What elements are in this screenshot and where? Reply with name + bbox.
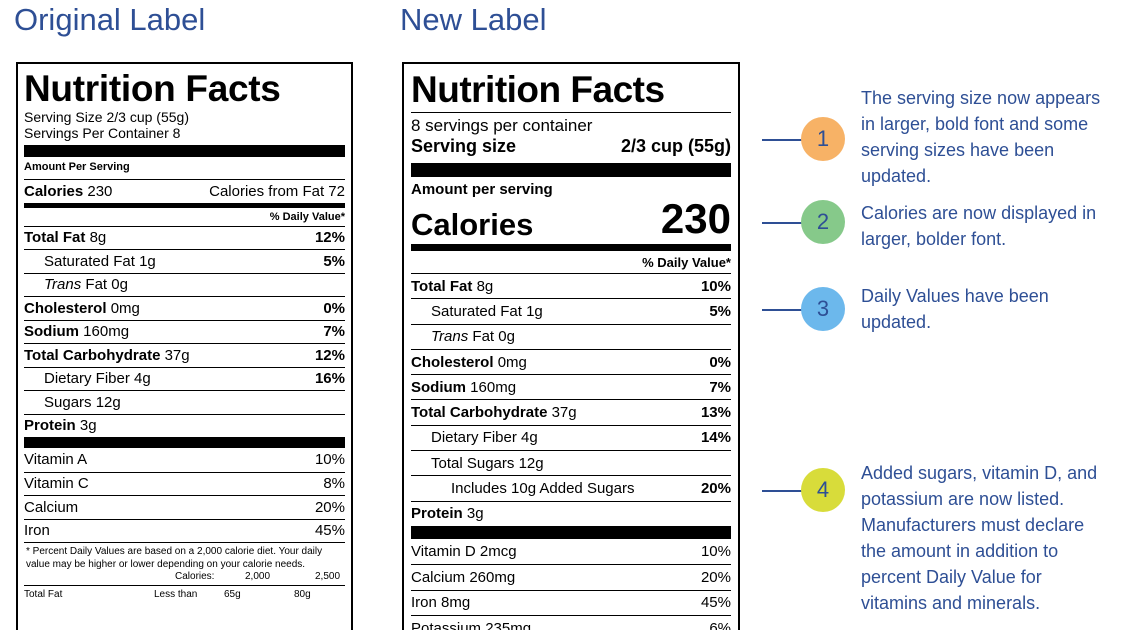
original-amount-per-serving: Amount Per Serving xyxy=(24,161,130,173)
nutrient-row: Total Fat 8g 10% xyxy=(411,273,731,298)
original-calories-row: Calories 230 Calories from Fat 72 xyxy=(24,179,345,203)
thick-divider xyxy=(411,163,731,177)
footnote-table-row: Total Fat Less than 65g 80g xyxy=(24,585,345,603)
calories-label: Calories xyxy=(24,182,84,200)
vitamin-row: Vitamin C 8% xyxy=(24,471,345,496)
nutrient-row: Cholesterol 0mg 0% xyxy=(411,348,731,374)
new-calories-row: Calories 230 xyxy=(411,195,731,242)
nutrient-row: Protein 3g xyxy=(411,500,731,526)
vitamin-row: Calcium 260mg 20% xyxy=(411,564,731,589)
vitamin-row: Iron 45% xyxy=(24,518,345,543)
medium-divider xyxy=(24,202,345,208)
original-serving-size: Serving Size 2/3 cup (55g) xyxy=(24,109,189,125)
thick-divider xyxy=(24,437,345,448)
callout-connector xyxy=(762,309,802,311)
nutrient-row: Includes 10g Added Sugars 20% xyxy=(411,475,731,500)
callout-text: Calories are now displayed in larger, bo… xyxy=(861,203,1097,249)
nutrient-row: Trans Fat 0g xyxy=(411,323,731,349)
callout-number-badge: 2 xyxy=(801,200,845,244)
nutrient-row: Saturated Fat 1g 5% xyxy=(411,298,731,323)
vitamin-row: Vitamin D 2mcg 10% xyxy=(411,543,731,561)
nutrient-row: Trans Fat 0g xyxy=(24,272,345,297)
callout-connector xyxy=(762,222,802,224)
callout-text: Daily Values have been updated. xyxy=(861,286,1049,332)
callout-text: The serving size now appears in larger, … xyxy=(861,88,1101,186)
thick-divider xyxy=(411,525,731,539)
vitamin-row: Iron 8mg 45% xyxy=(411,589,731,615)
nutrient-row: Dietary Fiber 4g 16% xyxy=(24,366,345,391)
new-serving-size: Serving size 2/3 cup (55g) xyxy=(411,136,731,156)
nutrient-row: Cholesterol 0mg 0% xyxy=(24,296,345,320)
thick-divider xyxy=(24,145,345,157)
footnote-table-header: Calories: 2,000 2,500 xyxy=(175,571,341,582)
new-servings-per-container: 8 servings per container xyxy=(411,112,731,136)
nutrient-row: Sodium 160mg 7% xyxy=(24,319,345,344)
calories-from-fat: Calories from Fat 72 xyxy=(209,182,345,200)
callout-connector xyxy=(762,490,802,492)
callout-number-badge: 4 xyxy=(801,468,845,512)
original-label-heading: Original Label xyxy=(14,2,206,37)
nutrient-row: Total Carbohydrate 37g 12% xyxy=(24,343,345,367)
calories-value: 230 xyxy=(87,182,113,200)
vitamin-row: Calcium 20% xyxy=(24,495,345,519)
vitamin-row: Vitamin A 10% xyxy=(24,451,345,469)
nutrient-row: Total Carbohydrate 37g 13% xyxy=(411,399,731,424)
original-servings-per-container: Servings Per Container 8 xyxy=(24,125,181,141)
nutrient-row: Sodium 160mg 7% xyxy=(411,374,731,399)
original-nutrition-label: Nutrition Facts Serving Size 2/3 cup (55… xyxy=(16,62,353,630)
nutrient-row: Protein 3g xyxy=(24,413,345,438)
original-footnote: * Percent Daily Values are based on a 2,… xyxy=(24,542,345,571)
new-amount-per-serving: Amount per serving xyxy=(411,181,553,198)
callout-number-badge: 1 xyxy=(801,117,845,161)
callout-connector xyxy=(762,139,802,141)
nutrient-row: Total Sugars 12g xyxy=(411,450,731,475)
nutrient-row: Saturated Fat 1g 5% xyxy=(24,249,345,273)
new-dv-header: % Daily Value* xyxy=(642,254,731,270)
new-nutrition-label: Nutrition Facts 8 servings per container… xyxy=(402,62,740,630)
nutrient-row: Sugars 12g xyxy=(24,390,345,414)
medium-divider xyxy=(411,244,731,251)
new-title: Nutrition Facts xyxy=(411,69,665,110)
callout-number-badge: 3 xyxy=(801,287,845,331)
original-dv-header: % Daily Value* xyxy=(269,210,345,223)
new-label-heading: New Label xyxy=(400,2,547,37)
callout-text: Added sugars, vitamin D, and potassium a… xyxy=(861,463,1098,613)
original-title: Nutrition Facts xyxy=(24,68,281,109)
nutrient-row: Total Fat 8g 12% xyxy=(24,225,345,250)
nutrient-row: Dietary Fiber 4g 14% xyxy=(411,424,731,450)
vitamin-row: Potassium 235mg 6% xyxy=(411,614,731,630)
